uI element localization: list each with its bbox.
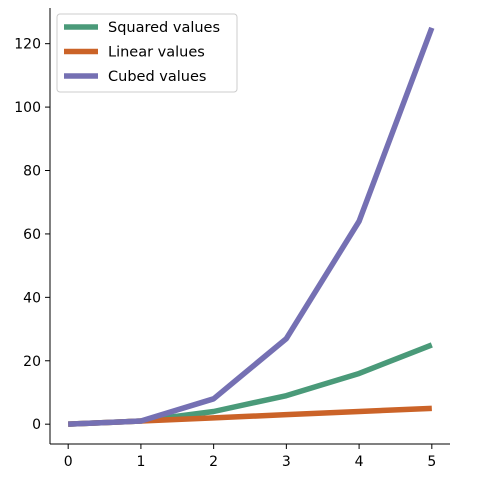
y-tick-label: 120 [14, 37, 41, 53]
y-tick-label: 60 [23, 227, 41, 243]
x-tick-label: 4 [355, 454, 364, 470]
series-layer [68, 26, 435, 427]
x-axis-ticks: 0 1 2 3 4 5 [64, 444, 436, 470]
series-line-2 [68, 26, 435, 427]
y-tick-label: 100 [14, 100, 41, 116]
y-tick-label: 80 [23, 164, 41, 180]
x-tick-label: 2 [209, 454, 218, 470]
legend-label-0: Squared values [108, 20, 220, 36]
x-tick-label: 3 [282, 454, 291, 470]
x-tick-label: 5 [427, 454, 436, 470]
y-tick-label: 0 [32, 417, 41, 433]
x-tick-label: 0 [64, 454, 73, 470]
y-tick-label: 40 [23, 290, 41, 306]
y-axis-ticks: 0 20 40 60 80 100 120 [14, 37, 50, 433]
y-tick-label: 20 [23, 354, 41, 370]
legend: Squared values Linear values Cubed values [56, 13, 238, 93]
legend-label-2: Cubed values [108, 69, 206, 85]
legend-label-1: Linear values [108, 45, 205, 61]
legend-box [56, 13, 238, 93]
x-tick-label: 1 [136, 454, 145, 470]
